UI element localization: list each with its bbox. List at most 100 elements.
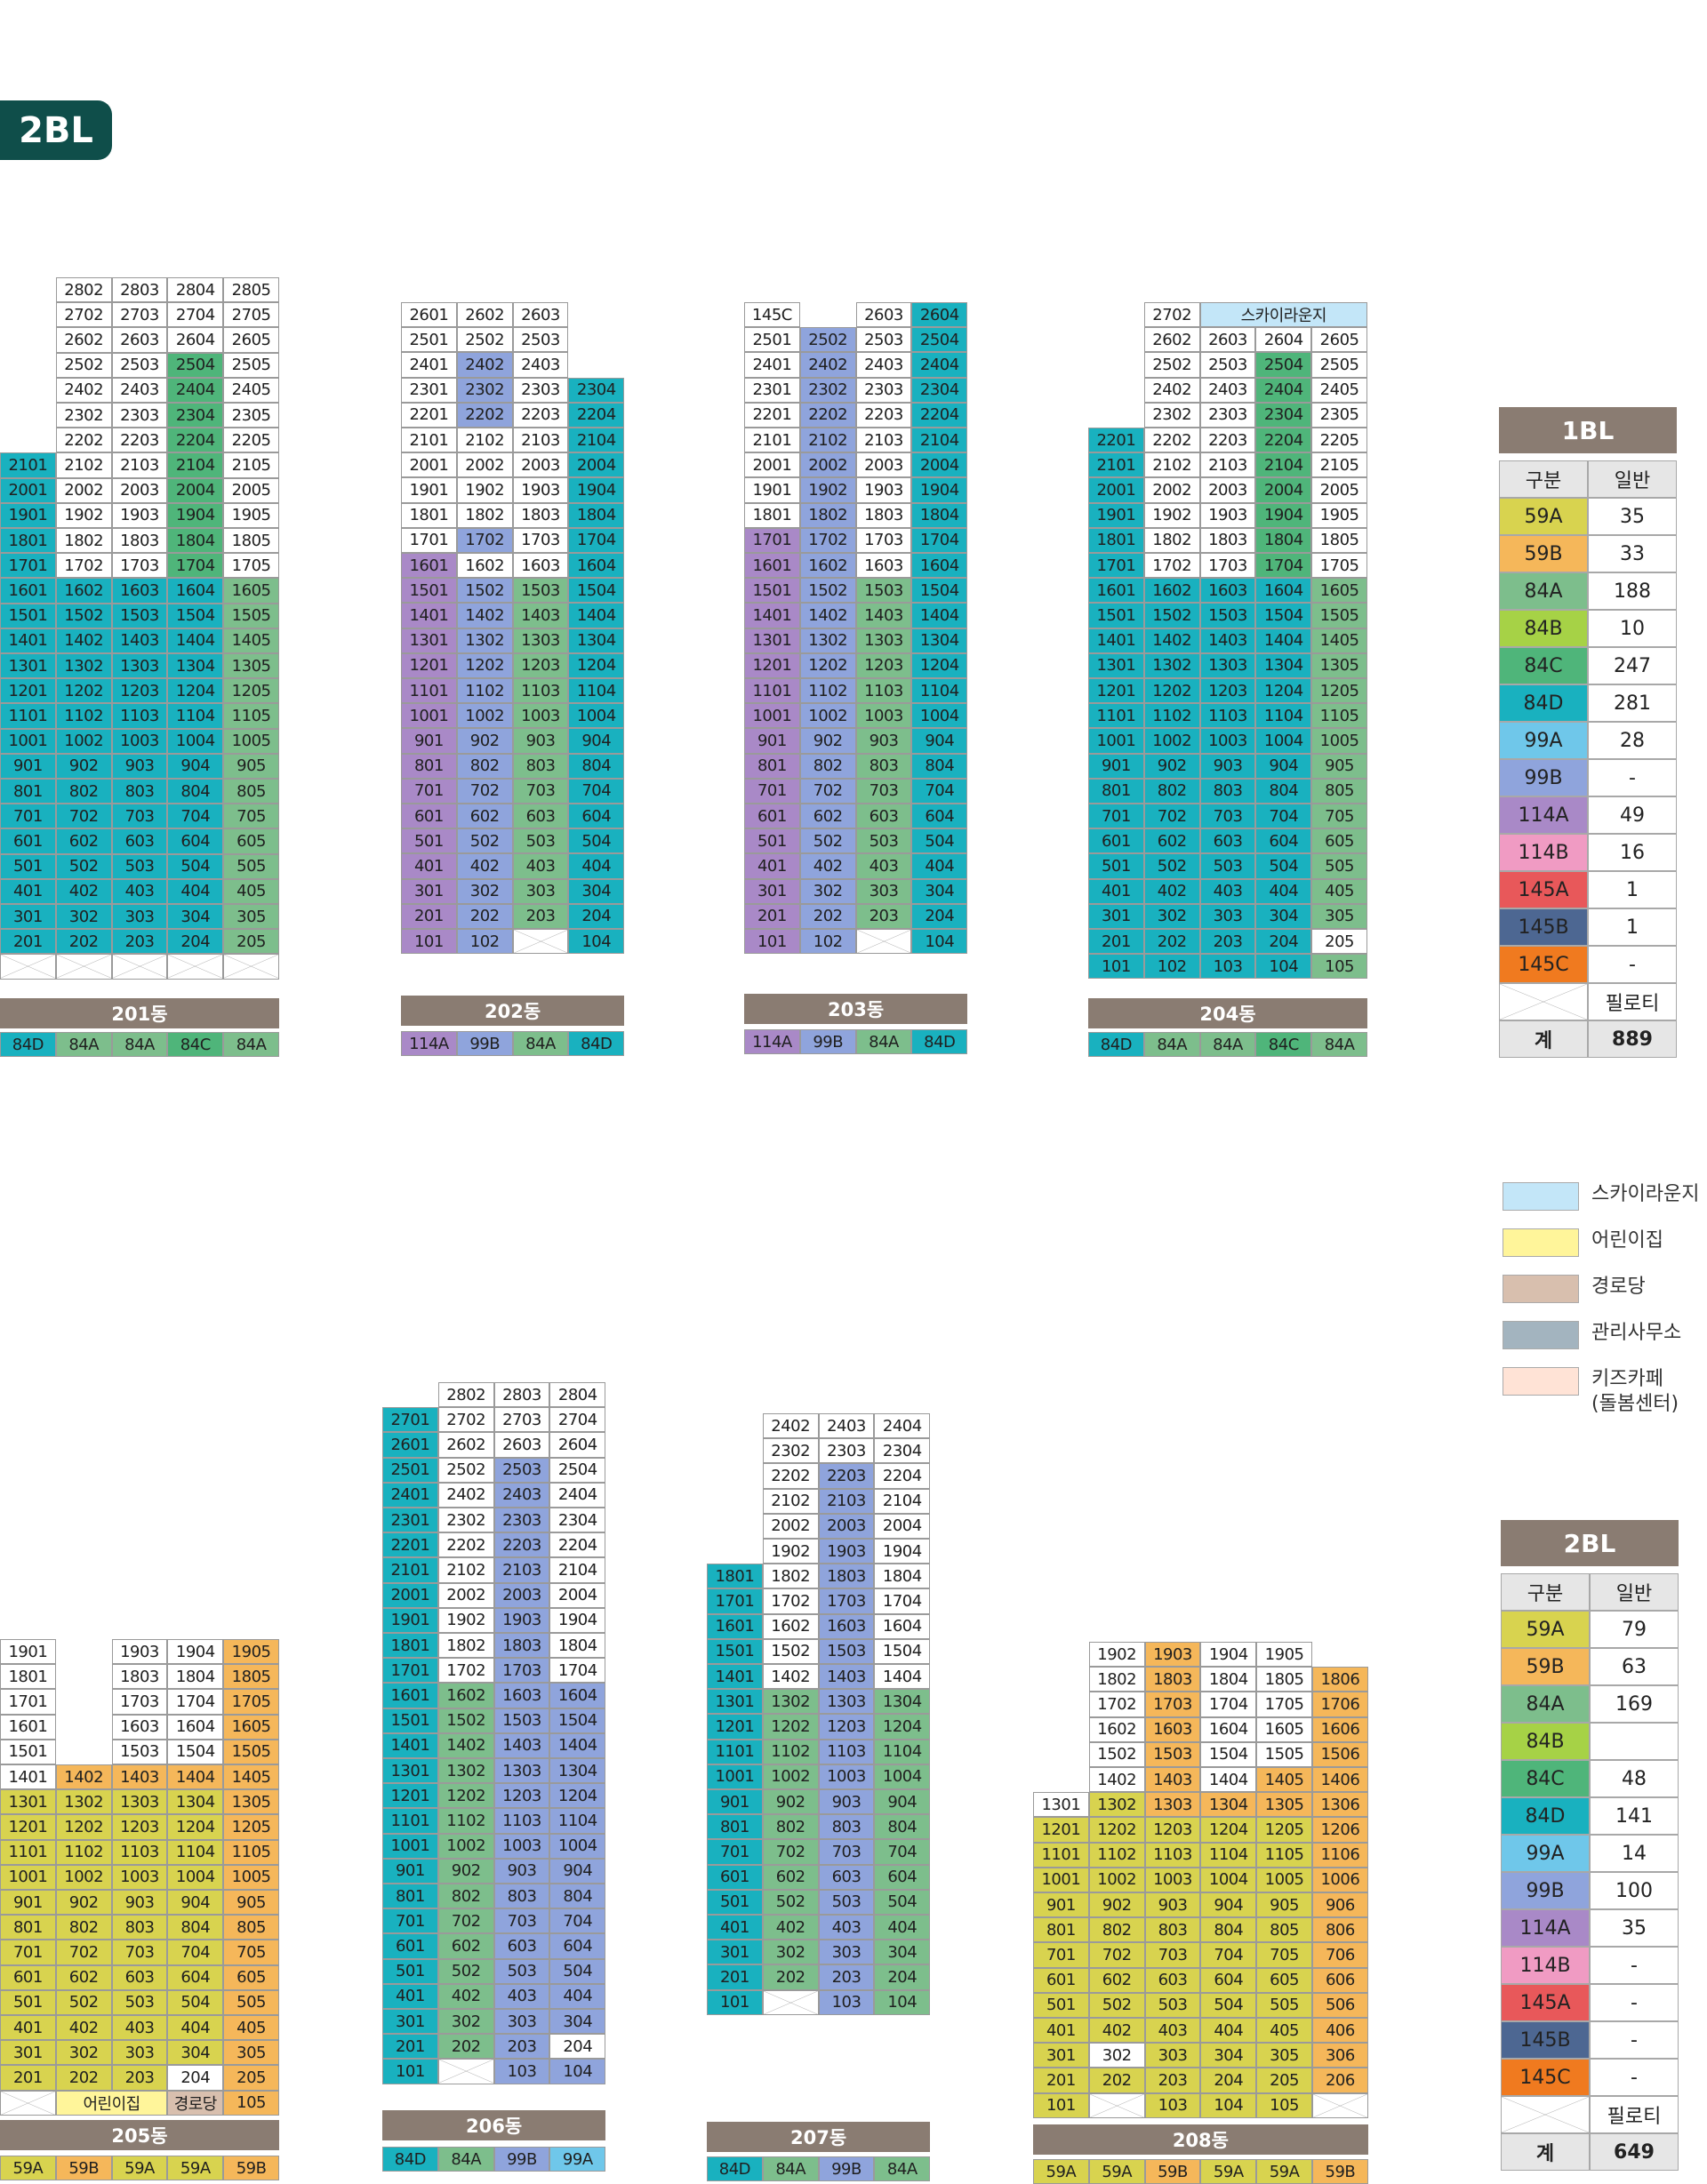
unit-cell: 303: [1144, 2043, 1201, 2068]
unit-cell: 1501: [0, 603, 56, 628]
unit-cell: 904: [167, 753, 224, 779]
table-count-cell: 1: [1588, 908, 1677, 946]
unit-cell: 1003: [111, 1864, 168, 1890]
unit-cell: 402: [55, 878, 112, 904]
unit-cell: 703: [111, 804, 168, 829]
unit-cell: 1502: [762, 1638, 819, 1664]
unit-cell: 1705: [1311, 553, 1367, 579]
unit-cell: 2402: [1143, 377, 1200, 403]
unit-cell: 603: [818, 1864, 875, 1890]
unit-cell: 901: [382, 1858, 438, 1884]
table-type-cell: 84D: [1501, 1797, 1590, 1835]
unit-cell: 201: [744, 903, 800, 929]
unit-cell: 1602: [799, 553, 856, 579]
unit-cell: 1704: [568, 527, 625, 553]
table-count-cell: 63: [1590, 1648, 1679, 1685]
unit-cell: 702: [762, 1839, 819, 1865]
table-count-cell: 247: [1588, 647, 1677, 684]
unit-cell: 803: [111, 1915, 168, 1940]
unit-cell: 903: [1144, 1892, 1201, 1918]
table-type-cell: 145C: [1501, 2059, 1590, 2096]
unit-cell: 2304: [549, 1508, 606, 1533]
unit-cell: 2403: [1199, 377, 1256, 403]
unit-cell: 1706: [1312, 1692, 1368, 1717]
unit-cell: 803: [512, 753, 569, 779]
unit-cell: 502: [55, 1989, 112, 2015]
unit-cell: 1101: [707, 1739, 763, 1764]
unit-cell: 501: [1088, 853, 1144, 879]
unit-cell: 1704: [911, 527, 968, 553]
unit-cell: 1903: [1199, 502, 1256, 528]
unit-cell: 2402: [55, 377, 112, 403]
unit-cell: 1305: [223, 1789, 279, 1815]
unit-cell: 201: [707, 1964, 763, 1990]
unit-cell: 2504: [911, 327, 968, 353]
unit-cell: 1701: [0, 1689, 56, 1715]
unit-cell: 1204: [568, 652, 625, 678]
unit-cell: 1101: [0, 703, 56, 729]
unit-cell: 104: [1200, 2092, 1257, 2118]
unit-cell: 1504: [549, 1708, 606, 1733]
unit-cell: 1106: [1312, 1842, 1368, 1868]
table-count-cell: -: [1588, 759, 1677, 796]
table-count-cell: 188: [1588, 572, 1677, 610]
unit-cell: 1703: [512, 527, 569, 553]
unit-cell: 803: [1199, 778, 1256, 804]
unit-cell: 2004: [911, 452, 968, 478]
unit-cell: 802: [1088, 1917, 1145, 1943]
legend-swatch: [1503, 1182, 1579, 1211]
unit-cell: 304: [1200, 2043, 1257, 2068]
unit-cell: 901: [0, 1890, 56, 1916]
unit-cell: 704: [911, 778, 968, 804]
unit-cell: 1201: [401, 652, 457, 678]
unit-cell: 202: [762, 1964, 819, 1990]
pilotis-cell: [167, 954, 224, 980]
table-count-cell: 48: [1590, 1760, 1679, 1797]
unit-cell: 603: [1199, 828, 1256, 854]
unit-cell: 901: [0, 753, 56, 779]
table-total-label: 계: [1499, 1020, 1588, 1058]
unit-cell: 301: [401, 878, 457, 904]
unit-cell: 1205: [223, 1814, 279, 1840]
unit-cell: 104: [549, 2059, 606, 2084]
unit-cell: 1403: [512, 603, 569, 628]
unit-cell: 701: [744, 778, 800, 804]
pilotis-cell: [1088, 2092, 1145, 2118]
unit-cell: 604: [167, 1964, 224, 1990]
unit-cell: 405: [1256, 2018, 1312, 2044]
unit-cell: 2604: [167, 327, 224, 353]
table-count-cell: 141: [1590, 1797, 1679, 1835]
unit-cell: 1602: [1143, 578, 1200, 604]
unit-cell: 1102: [437, 1808, 494, 1834]
unit-cell: 604: [911, 804, 968, 829]
table-type-cell: 84A: [1501, 1685, 1590, 1723]
unit-cell: 2203: [111, 428, 168, 453]
unit-cell: 201: [382, 2034, 438, 2060]
unit-cell-label: 스카이라운지: [1199, 302, 1367, 328]
unit-cell: 1703: [1199, 553, 1256, 579]
table-count-cell: 10: [1588, 610, 1677, 647]
unit-cell: 145C: [744, 302, 800, 328]
unit-type-cell: 84D: [911, 1029, 968, 1055]
unit-cell: 2303: [1199, 402, 1256, 428]
table-type-cell: 114A: [1501, 1909, 1590, 1947]
unit-cell: 1604: [568, 553, 625, 579]
unit-cell: 2305: [223, 403, 279, 428]
unit-cell: 1103: [818, 1739, 875, 1764]
building-name: 201동: [0, 998, 279, 1029]
unit-cell: 502: [456, 828, 513, 854]
unit-cell: 703: [1144, 1942, 1201, 1968]
unit-cell: 2202: [1143, 428, 1200, 453]
unit-cell: 2103: [818, 1488, 875, 1514]
unit-cell: 603: [1144, 1967, 1201, 1993]
unit-cell: 1101: [744, 678, 800, 704]
table-pilotis-icon: [1501, 2096, 1590, 2133]
unit-cell: 1801: [707, 1564, 763, 1589]
unit-cell: 503: [818, 1889, 875, 1915]
unit-cell: 701: [0, 804, 56, 829]
unit-cell: 302: [456, 878, 513, 904]
unit-cell: 202: [437, 2034, 494, 2060]
unit-cell: 2803: [493, 1382, 550, 1408]
table-type-cell: 84B: [1499, 610, 1588, 647]
unit-cell: 601: [707, 1864, 763, 1890]
